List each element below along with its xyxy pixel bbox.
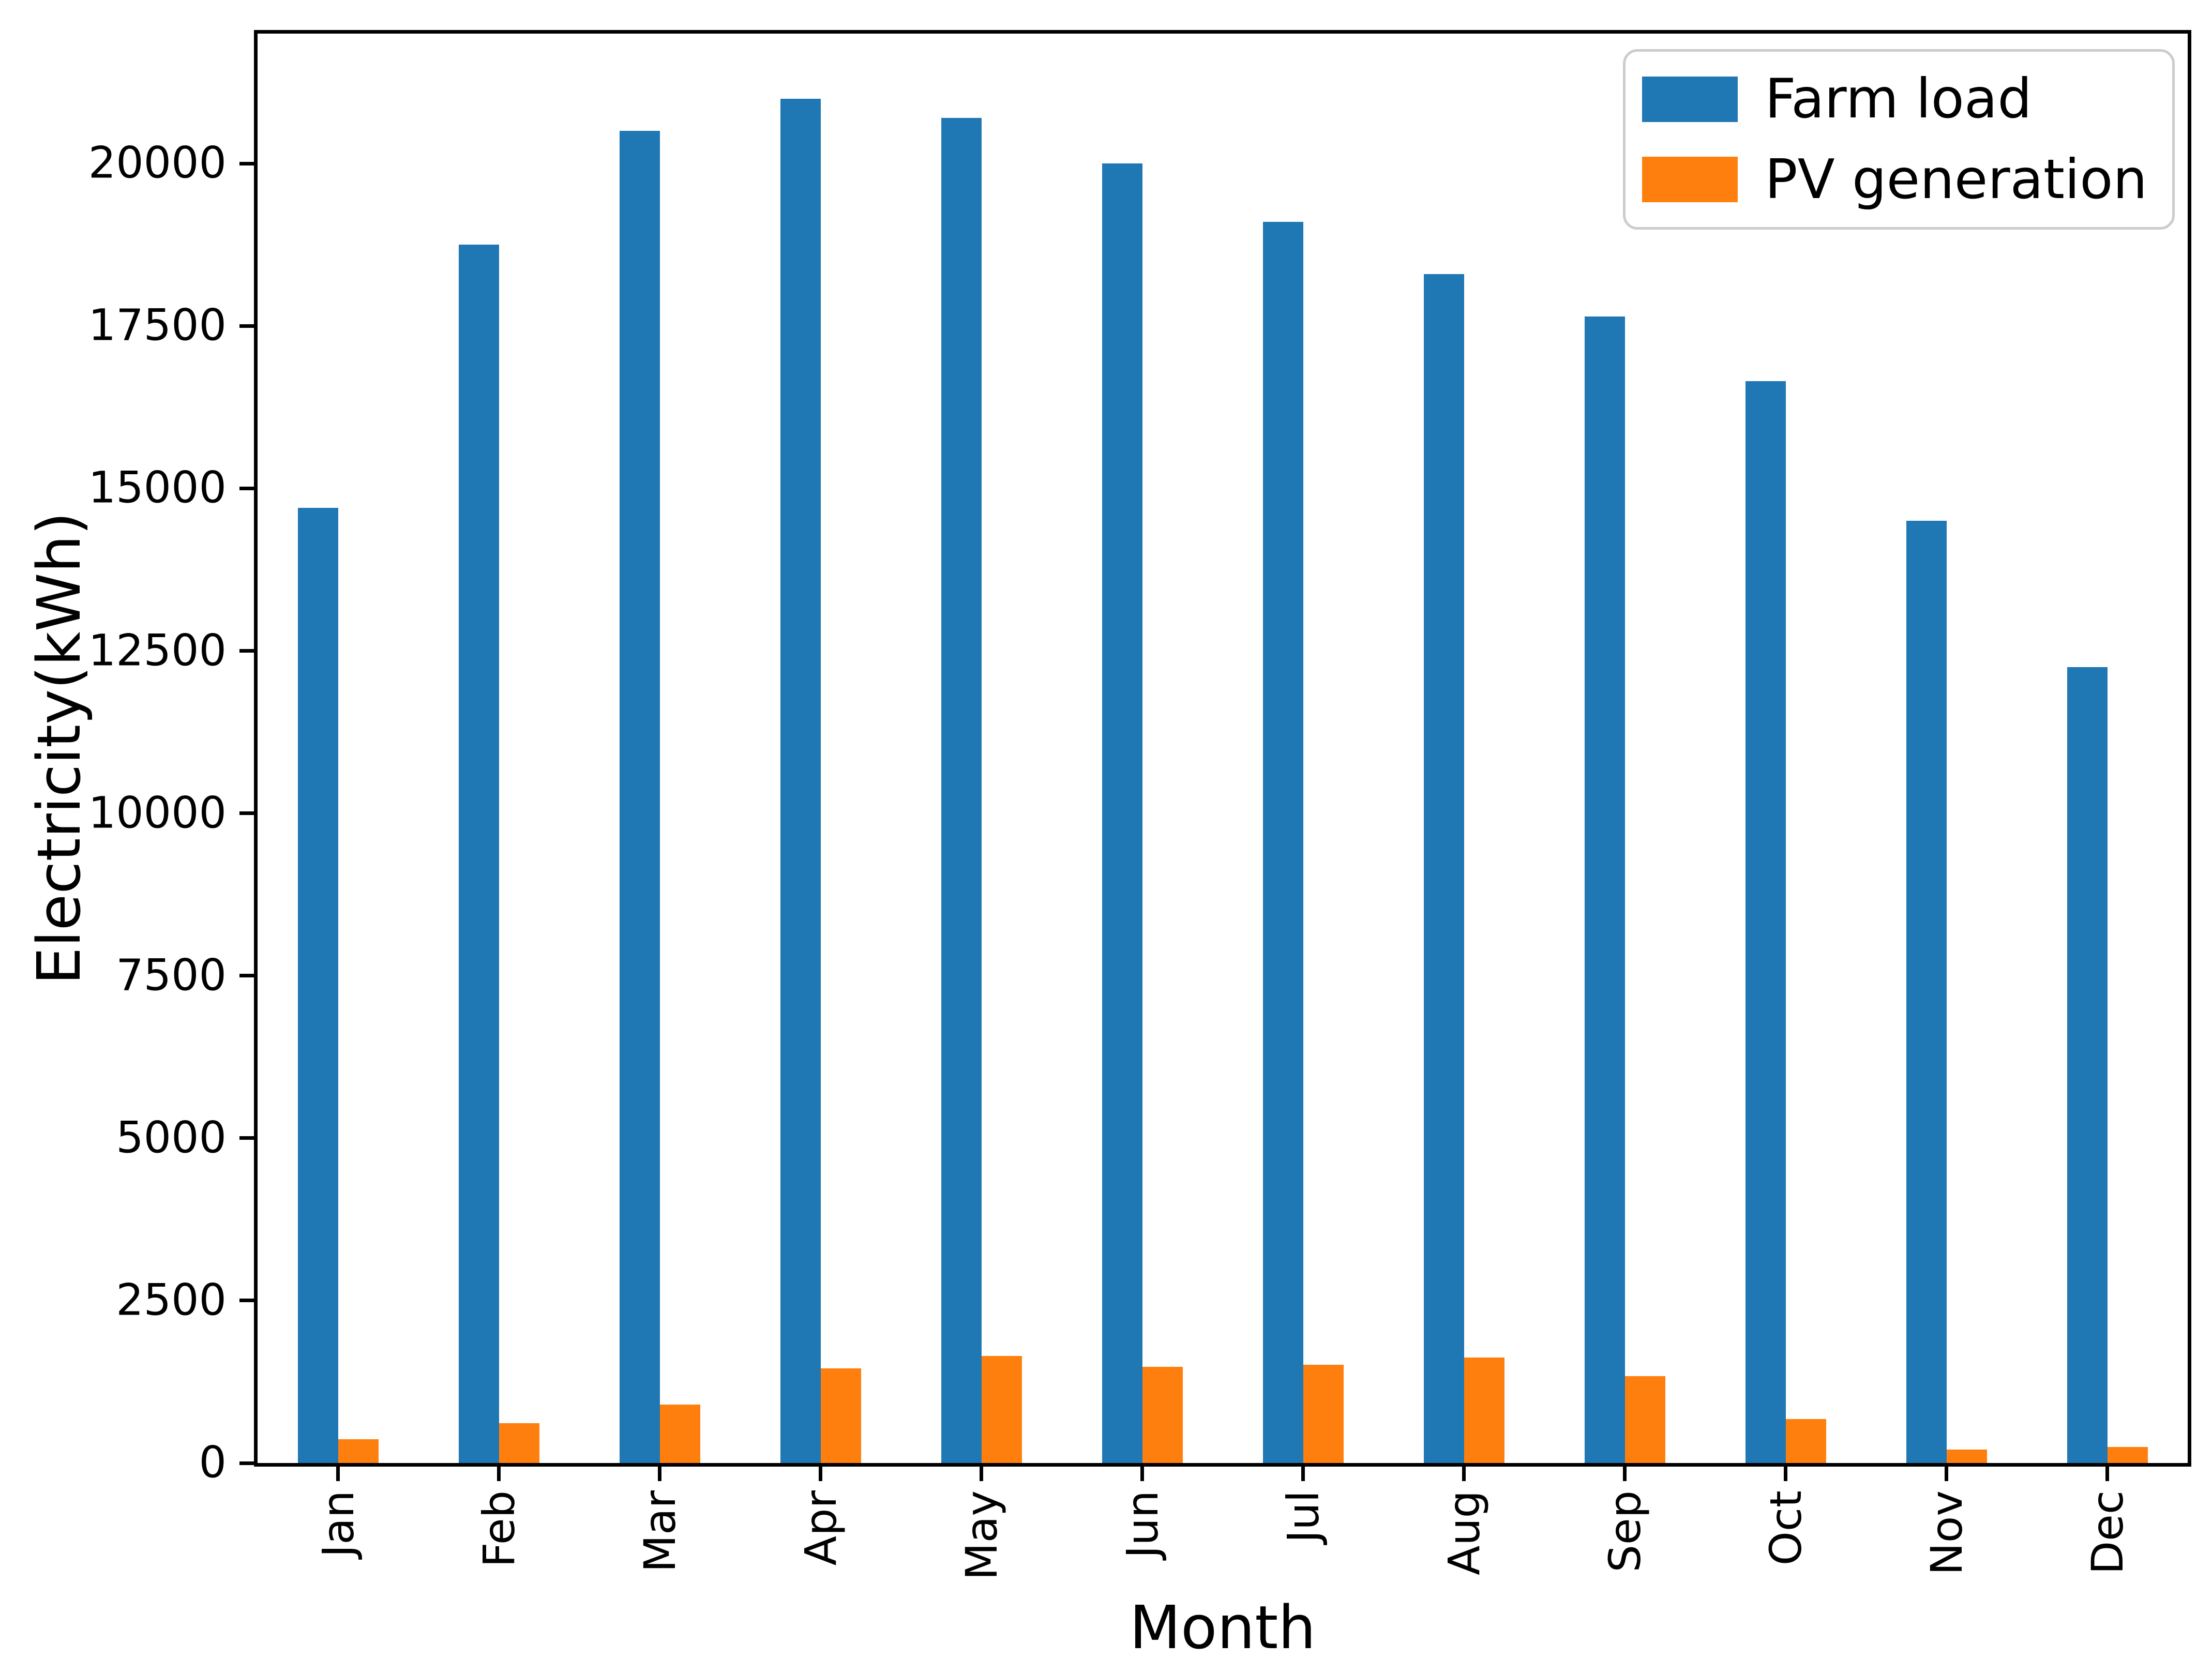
bar-pv-generation-jun bbox=[1142, 1367, 1183, 1463]
legend-label-pv-generation: PV generation bbox=[1765, 147, 2147, 211]
x-tick-mark bbox=[1301, 1467, 1305, 1481]
x-tick-mark bbox=[1945, 1467, 1948, 1481]
x-tick-label: Mar bbox=[634, 1490, 685, 1573]
bar-farm-load-may bbox=[941, 118, 982, 1463]
bar-farm-load-sep bbox=[1584, 316, 1625, 1463]
bar-farm-load-dec bbox=[2067, 667, 2108, 1463]
y-tick-label: 15000 bbox=[88, 462, 227, 513]
plot-area bbox=[254, 30, 2191, 1467]
y-tick-label: 7500 bbox=[116, 949, 227, 1001]
bar-pv-generation-nov bbox=[1946, 1450, 1987, 1463]
y-tick-mark bbox=[239, 1136, 254, 1140]
bar-pv-generation-aug bbox=[1464, 1358, 1504, 1463]
y-tick-mark bbox=[239, 324, 254, 328]
bar-pv-generation-may bbox=[981, 1356, 1022, 1463]
x-axis-label: Month bbox=[258, 1595, 2188, 1661]
legend-row-pv-generation: PV generation bbox=[1642, 147, 2147, 211]
bar-pv-generation-oct bbox=[1785, 1419, 1826, 1463]
x-tick-mark bbox=[1140, 1467, 1144, 1481]
x-axis-label-text: Month bbox=[1129, 1593, 1316, 1663]
x-tick-label: Nov bbox=[1921, 1490, 1972, 1575]
x-tick-mark bbox=[658, 1467, 661, 1481]
legend: Farm load PV generation bbox=[1623, 49, 2175, 230]
y-tick-mark bbox=[239, 486, 254, 490]
y-tick-label: 17500 bbox=[88, 299, 227, 351]
y-tick-mark bbox=[239, 649, 254, 653]
bar-farm-load-apr bbox=[780, 99, 821, 1463]
bar-farm-load-jan bbox=[297, 508, 338, 1463]
x-tick-label: Aug bbox=[1438, 1490, 1489, 1576]
bar-pv-generation-dec bbox=[2107, 1447, 2148, 1463]
y-tick-label: 0 bbox=[199, 1437, 227, 1488]
x-tick-label: Feb bbox=[473, 1490, 524, 1567]
bar-pv-generation-jul bbox=[1303, 1365, 1344, 1463]
y-tick-label: 20000 bbox=[88, 137, 227, 188]
y-tick-mark bbox=[239, 161, 254, 165]
x-tick-mark bbox=[336, 1467, 340, 1481]
x-tick-label: Jun bbox=[1117, 1490, 1168, 1559]
y-tick-label: 2500 bbox=[116, 1274, 227, 1325]
x-tick-label: Jul bbox=[1277, 1490, 1329, 1543]
bar-pv-generation-mar bbox=[659, 1405, 700, 1463]
x-tick-mark bbox=[2105, 1467, 2109, 1481]
legend-row-farm-load: Farm load bbox=[1642, 69, 2147, 129]
bar-farm-load-oct bbox=[1745, 381, 1786, 1463]
y-tick-label: 12500 bbox=[88, 624, 227, 675]
x-tick-label: Dec bbox=[2082, 1490, 2133, 1575]
bar-pv-generation-apr bbox=[820, 1368, 861, 1463]
x-tick-mark bbox=[1784, 1467, 1787, 1481]
legend-swatch-pv-generation bbox=[1642, 157, 1738, 203]
bar-farm-load-aug bbox=[1423, 274, 1464, 1463]
y-tick-mark bbox=[239, 811, 254, 816]
x-tick-mark bbox=[497, 1467, 501, 1481]
bar-pv-generation-feb bbox=[499, 1423, 539, 1463]
legend-label-farm-load: Farm load bbox=[1765, 67, 2032, 130]
bar-farm-load-jul bbox=[1262, 222, 1303, 1463]
y-tick-mark bbox=[239, 974, 254, 978]
x-tick-label: Sep bbox=[1599, 1490, 1650, 1573]
x-tick-mark bbox=[1623, 1467, 1627, 1481]
x-tick-label: Jan bbox=[312, 1490, 364, 1558]
bar-farm-load-mar bbox=[619, 131, 660, 1463]
x-tick-label: May bbox=[956, 1490, 1007, 1580]
bar-farm-load-feb bbox=[458, 245, 499, 1463]
x-tick-label: Apr bbox=[795, 1490, 846, 1566]
bar-pv-generation-sep bbox=[1624, 1376, 1665, 1463]
bar-farm-load-nov bbox=[1906, 521, 1947, 1463]
y-axis-label-text: Electricity(kWh) bbox=[25, 511, 94, 985]
y-tick-label: 5000 bbox=[116, 1112, 227, 1163]
x-tick-mark bbox=[1462, 1467, 1466, 1481]
x-tick-mark bbox=[980, 1467, 983, 1481]
x-tick-label: Oct bbox=[1760, 1490, 1811, 1566]
bar-pv-generation-jan bbox=[338, 1439, 379, 1463]
legend-swatch-farm-load bbox=[1642, 76, 1738, 122]
y-tick-mark bbox=[239, 1461, 254, 1465]
x-tick-mark bbox=[819, 1467, 822, 1481]
y-tick-mark bbox=[239, 1299, 254, 1303]
bar-farm-load-jun bbox=[1102, 163, 1142, 1463]
y-tick-label: 10000 bbox=[88, 787, 227, 838]
y-axis-label: Electricity(kWh) bbox=[25, 511, 94, 985]
